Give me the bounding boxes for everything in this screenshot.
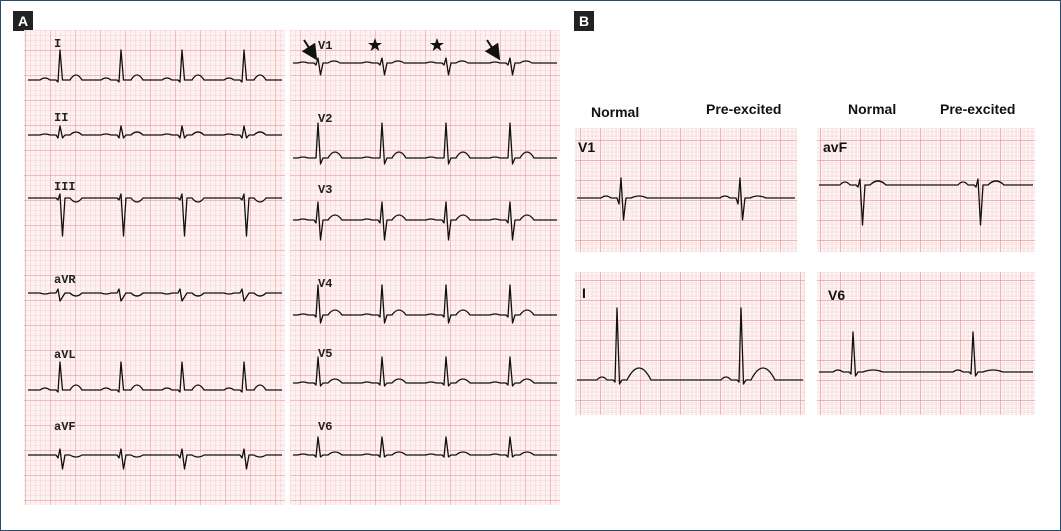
- arrow: [484, 39, 501, 61]
- lead-label: V3: [318, 183, 332, 197]
- star: [368, 38, 382, 51]
- traces: [28, 49, 1033, 470]
- ecg-grid: [575, 272, 805, 415]
- column-label: Normal: [848, 101, 896, 117]
- ecg-trace: [28, 288, 282, 302]
- ecg-trace: [28, 193, 282, 237]
- lead-label: aVF: [54, 420, 76, 434]
- ecg-trace: [293, 356, 557, 387]
- ecg-trace: [28, 448, 282, 470]
- ecg-trace: [819, 178, 1033, 226]
- ecg-grid: [290, 30, 560, 505]
- panel-label-box: [574, 11, 594, 31]
- ecg-grid: [817, 128, 1035, 252]
- panel-label-box: [13, 11, 33, 31]
- ecg-trace: [293, 122, 557, 165]
- ecg-grid: [575, 128, 797, 252]
- ecg-trace: [819, 331, 1033, 377]
- lead-label: V4: [318, 277, 332, 291]
- column-label: Pre-excited: [940, 101, 1015, 117]
- arrow: [301, 39, 318, 61]
- ecg-grid: [817, 272, 1035, 415]
- ecg-trace: [293, 284, 557, 324]
- ecg-trace: [293, 436, 557, 458]
- lead-label: I: [582, 285, 586, 301]
- lead-label: II: [54, 111, 68, 125]
- lead-label: V5: [318, 347, 332, 361]
- ecg-trace: [577, 177, 795, 221]
- ecg-trace: [577, 307, 803, 385]
- lead-label: aVR: [54, 273, 76, 287]
- ecg-trace: [28, 361, 282, 393]
- ecg-trace: [28, 49, 282, 83]
- panel-label: B: [579, 13, 589, 29]
- lead-label: V6: [318, 420, 332, 434]
- lead-label: V1: [318, 39, 332, 53]
- lead-label: V1: [578, 139, 595, 155]
- star: [430, 38, 444, 51]
- column-label: Pre-excited: [706, 101, 781, 117]
- ecg-trace: [293, 57, 557, 76]
- column-label: Normal: [591, 104, 639, 120]
- lead-label: aVL: [54, 348, 76, 362]
- panel-label: A: [18, 13, 28, 29]
- lead-label: avF: [823, 139, 848, 155]
- ecg-trace: [28, 125, 282, 139]
- lead-label: V2: [318, 112, 332, 126]
- lead-label: V6: [828, 287, 845, 303]
- lead-label: III: [54, 180, 76, 194]
- lead-label: I: [54, 37, 61, 51]
- ecg-grid: [24, 30, 285, 505]
- ecg-trace: [293, 201, 557, 241]
